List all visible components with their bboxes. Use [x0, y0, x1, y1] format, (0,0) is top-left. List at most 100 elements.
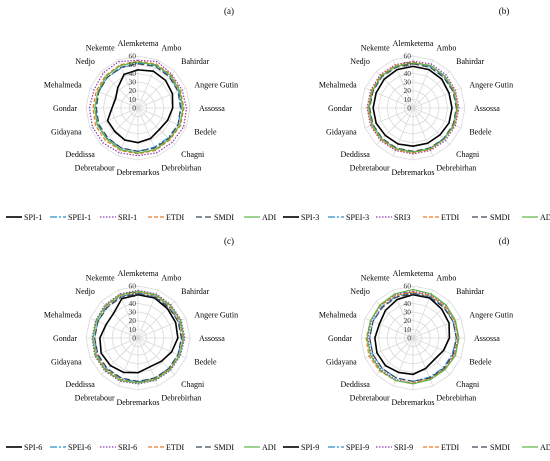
series-line [369, 63, 457, 152]
grid-spoke [137, 300, 176, 339]
category-label: Bedele [469, 127, 492, 136]
grid-spoke [392, 59, 414, 109]
grid-spoke [412, 70, 451, 109]
category-label: Chagni [456, 380, 480, 389]
category-label: Gondar [53, 104, 77, 113]
radial-tick-label: 40 [129, 69, 137, 78]
grid-spoke [392, 107, 414, 157]
grid-spoke [412, 300, 451, 339]
radial-tick-label: 60 [129, 52, 137, 61]
radial-tick-label: 10 [404, 95, 412, 104]
category-label: Nekemte [86, 274, 115, 283]
series-line [106, 69, 174, 144]
category-label: Gondar [53, 334, 77, 343]
radial-tick-label: 20 [129, 86, 137, 95]
category-label: Angere Gutin [194, 311, 238, 320]
legend-label: SRI-6 [118, 443, 137, 452]
radial-tick-label: 30 [404, 308, 412, 317]
category-label: Mehalmeda [319, 81, 357, 90]
category-label: Alemketema [393, 269, 434, 278]
legend-label: SPI-9 [301, 443, 319, 452]
category-label: Ambo [161, 44, 181, 53]
category-label: Debretabour [350, 393, 390, 402]
series-line [92, 60, 185, 155]
legend-label: SMDI [490, 213, 510, 222]
radial-tick-label: 10 [129, 325, 137, 334]
radial-tick-label: 60 [404, 52, 412, 61]
legend-label: SPEI-6 [68, 443, 91, 452]
category-label: Debremarkos [391, 398, 434, 407]
radial-tick-label: 60 [129, 282, 137, 291]
category-label: Chagni [456, 150, 480, 159]
category-label: Nekemte [361, 274, 390, 283]
radial-tick-label: 20 [129, 316, 137, 325]
legend-label: ADI [262, 443, 277, 452]
series-line [369, 293, 457, 382]
legend-label: SPEI-1 [68, 213, 91, 222]
legend-label: SPI-6 [24, 443, 42, 452]
series-line [366, 288, 460, 385]
grid-spoke [375, 337, 414, 376]
legend-label: SMDI [214, 213, 234, 222]
category-label: Debrebirhan [161, 163, 201, 172]
category-label: Alemketema [118, 269, 159, 278]
category-label: Nedjo [350, 287, 370, 296]
radial-tick-label: 10 [404, 325, 412, 334]
category-label: Assossa [199, 334, 225, 343]
radial-tick-label: 50 [129, 60, 137, 69]
category-label: Debretabour [75, 393, 115, 402]
radial-tick-label: 0 [132, 334, 136, 343]
category-label: Assossa [474, 104, 500, 113]
category-label: Debretabour [75, 163, 115, 172]
legend-label: SRI-1 [118, 213, 137, 222]
radial-tick-label: 0 [407, 104, 411, 113]
grid-spoke [375, 107, 414, 146]
category-label: Angere Gutin [194, 81, 238, 90]
radial-tick-label: 50 [129, 290, 137, 299]
category-label: Bedele [194, 127, 217, 136]
legend-label: SPEI-9 [346, 443, 369, 452]
legend-label: ETDI [166, 443, 185, 452]
legend-label: SMDI [490, 443, 510, 452]
panel-label: (d) [499, 236, 510, 246]
legend-label: ETDI [166, 213, 185, 222]
radial-tick-label: 0 [132, 104, 136, 113]
category-label: Nedjo [75, 287, 95, 296]
grid-spoke [117, 59, 139, 109]
panel-label: (c) [224, 236, 234, 246]
series-line [95, 63, 182, 152]
grid-spoke [137, 59, 159, 109]
grid-spoke [364, 107, 414, 129]
radial-tick-label: 20 [404, 316, 412, 325]
category-label: Bedele [469, 357, 492, 366]
grid-spoke [137, 317, 187, 339]
series-line [366, 60, 460, 155]
radial-tick-label: 40 [404, 299, 412, 308]
legend-label: SPI-3 [301, 213, 319, 222]
category-label: Angere Gutin [469, 81, 513, 90]
category-label: Ambo [436, 274, 456, 283]
legend-label: SPEI-3 [346, 213, 369, 222]
category-label: Mehalmeda [44, 311, 82, 320]
legend-label: ADI [262, 213, 277, 222]
grid-spoke [117, 337, 139, 387]
legend-label: SRI-9 [394, 443, 413, 452]
grid-spoke [375, 70, 414, 109]
grid-spoke [137, 70, 176, 109]
series-line [368, 62, 458, 153]
series-line [91, 289, 186, 385]
category-label: Nekemte [361, 44, 390, 53]
grid-spoke [117, 289, 139, 339]
legend-label: SPI-1 [24, 213, 42, 222]
series-line [92, 290, 185, 384]
legend-label: ETDI [441, 443, 460, 452]
category-label: Ambo [161, 274, 181, 283]
category-label: Alemketema [118, 39, 159, 48]
category-label: Debretabour [350, 163, 390, 172]
panel-label: (b) [499, 6, 510, 16]
